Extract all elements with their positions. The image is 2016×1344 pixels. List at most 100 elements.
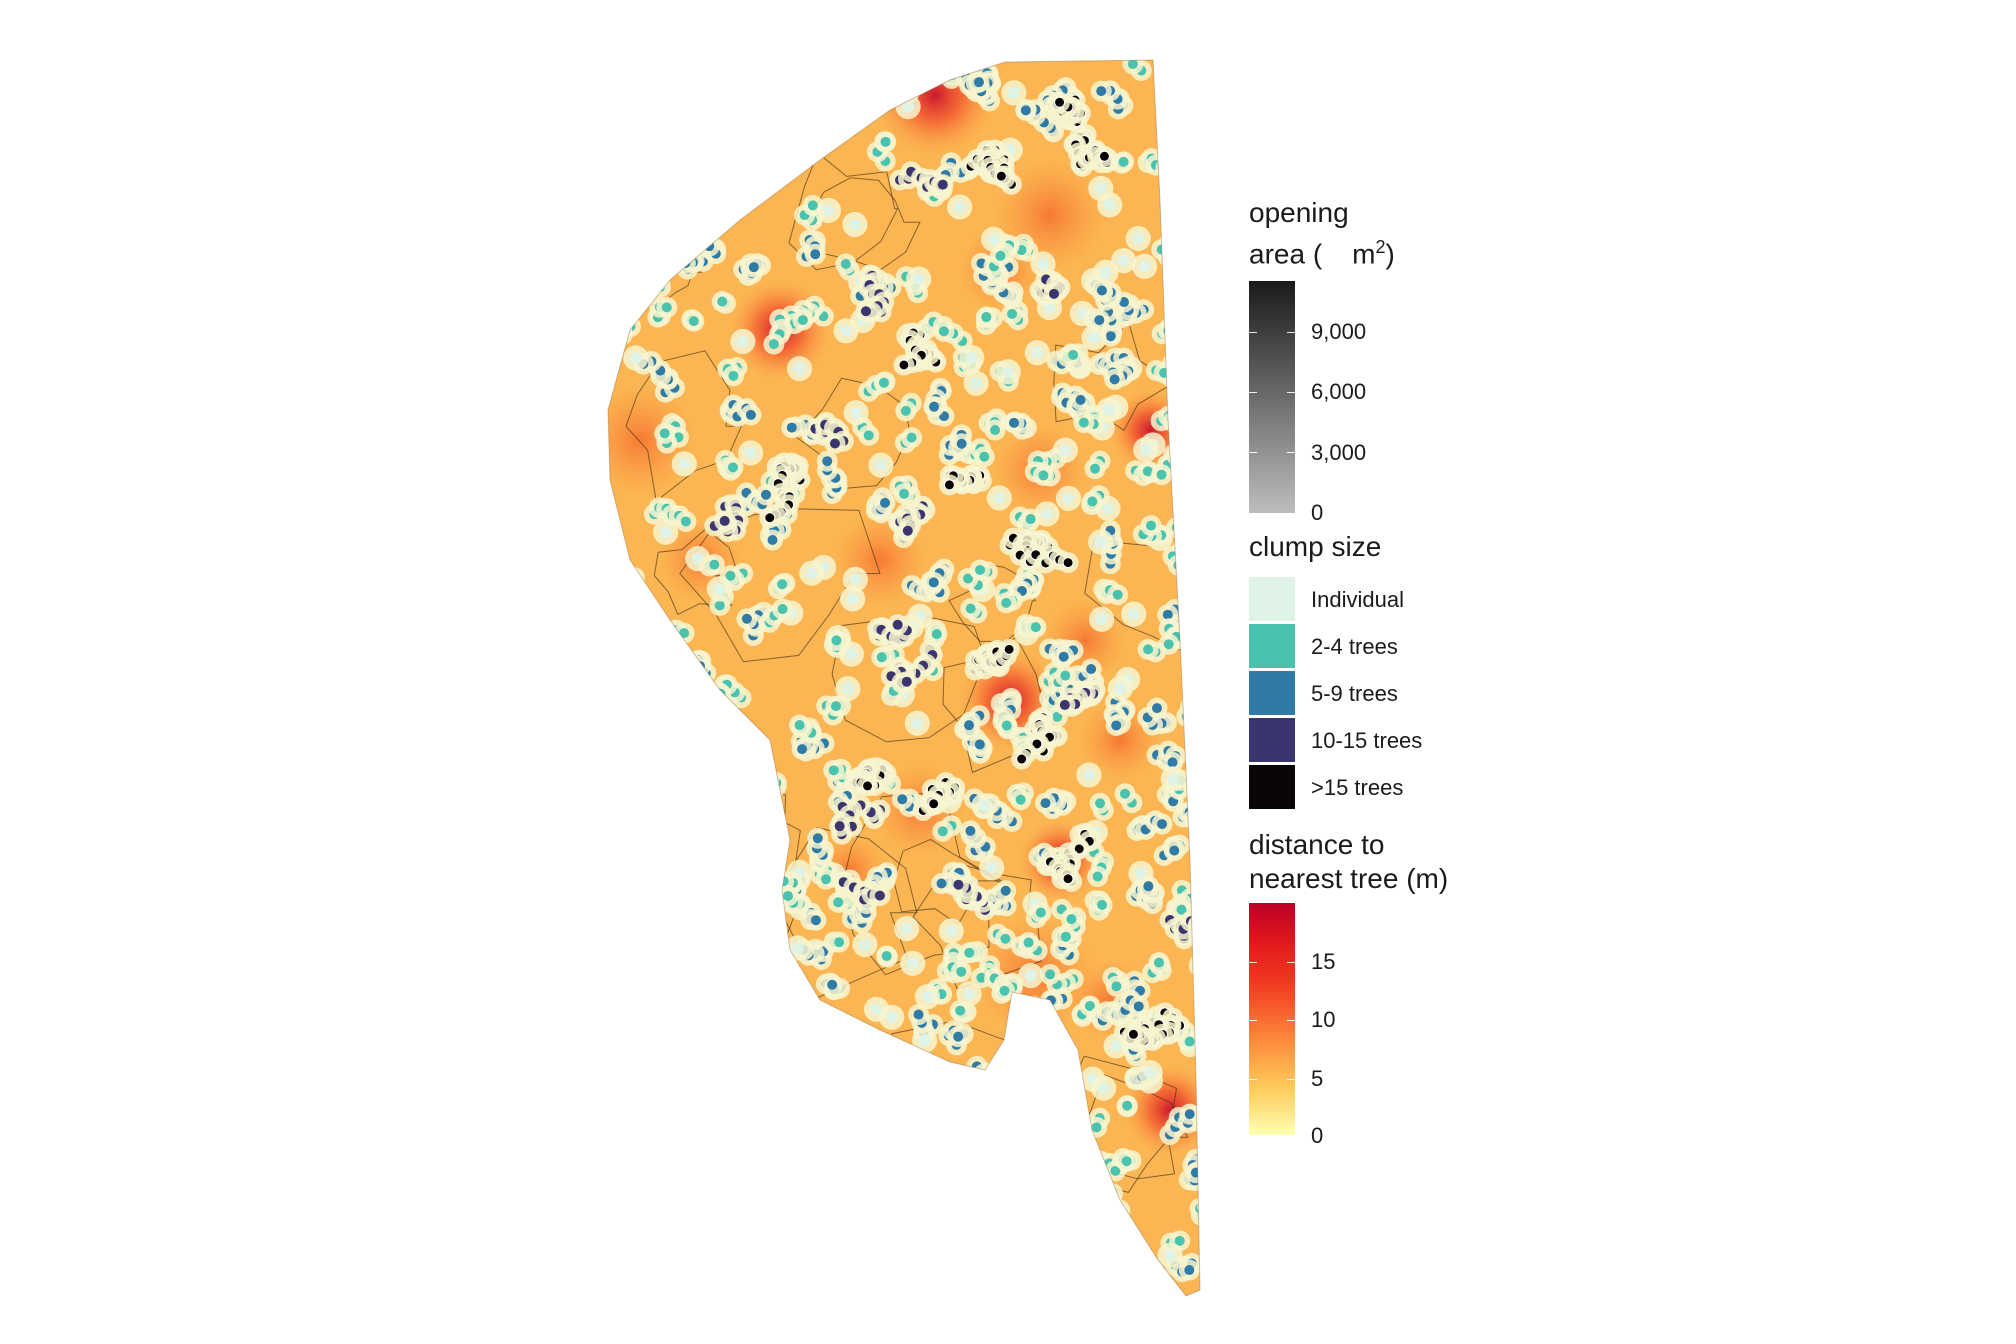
tree-crown-halo bbox=[1175, 520, 1197, 542]
tree-crown-halo bbox=[705, 733, 727, 755]
tree-point bbox=[1035, 1233, 1046, 1244]
tree-crown-halo bbox=[760, 944, 782, 966]
tree-point bbox=[1000, 885, 1011, 896]
tree-crown-halo bbox=[754, 940, 776, 962]
tree-point bbox=[877, 1188, 888, 1199]
tree-crown-halo bbox=[691, 704, 713, 726]
tree-point bbox=[659, 664, 670, 675]
tree-point bbox=[640, 708, 651, 719]
tree-point bbox=[784, 1117, 795, 1128]
opening-area-colorbar bbox=[1249, 281, 1295, 513]
tree-point bbox=[797, 1168, 808, 1179]
tree-point bbox=[615, 810, 626, 821]
tree-point bbox=[635, 759, 646, 770]
tree-crown-halo bbox=[683, 148, 705, 170]
tree-point bbox=[1127, 60, 1138, 69]
tree-point bbox=[678, 1253, 689, 1264]
tree-point bbox=[917, 1243, 928, 1254]
tree-point bbox=[730, 93, 741, 104]
tree-point bbox=[1170, 372, 1181, 383]
tree-crown-halo bbox=[683, 1004, 705, 1026]
tree-point bbox=[628, 594, 641, 607]
opening-outline bbox=[653, 528, 740, 616]
tree-crown-halo bbox=[802, 140, 824, 162]
tree-crown-halo bbox=[860, 1059, 882, 1081]
tree-point bbox=[1187, 452, 1198, 463]
tree-point bbox=[841, 682, 854, 695]
tree-crown-halo bbox=[1021, 1221, 1043, 1243]
tree-crown-halo bbox=[648, 269, 670, 291]
tree-crown-halo bbox=[854, 1043, 876, 1065]
tree-point bbox=[715, 743, 726, 754]
tree-crown-halo bbox=[650, 890, 672, 912]
tree-point bbox=[621, 889, 632, 900]
tree-point bbox=[700, 1137, 711, 1148]
tree-crown-halo bbox=[674, 232, 696, 254]
tree-point bbox=[1146, 520, 1157, 531]
tree-point bbox=[690, 224, 701, 235]
tree-point bbox=[681, 1018, 692, 1029]
tree-crown-halo bbox=[681, 1164, 703, 1186]
tree-point bbox=[847, 1262, 858, 1273]
tree-point bbox=[1183, 537, 1194, 548]
tree-point bbox=[797, 744, 808, 755]
tree-point bbox=[955, 1005, 966, 1016]
tree-crown-halo bbox=[614, 808, 636, 830]
tree-crown-halo bbox=[660, 192, 682, 214]
tree-crown-halo bbox=[902, 66, 924, 88]
tree-point bbox=[1056, 1271, 1067, 1282]
tree-point bbox=[1168, 305, 1179, 316]
tree-crown-halo bbox=[650, 663, 672, 685]
tree-point bbox=[690, 894, 703, 907]
tree-point bbox=[1202, 730, 1214, 742]
tree-point bbox=[689, 812, 700, 823]
tree-point bbox=[1023, 937, 1034, 948]
tree-point bbox=[631, 697, 642, 708]
tree-point bbox=[767, 91, 778, 102]
tree-crown-halo bbox=[860, 1210, 886, 1236]
tree-crown-halo bbox=[676, 1013, 698, 1035]
tree-crown-halo bbox=[1167, 554, 1189, 576]
tree-crown-halo bbox=[1182, 447, 1200, 469]
tree-crown-halo bbox=[895, 78, 921, 104]
tree-crown-halo bbox=[834, 1126, 856, 1148]
tree-point bbox=[1054, 96, 1066, 108]
tree-crown-halo bbox=[1192, 811, 1200, 833]
tree-point bbox=[1118, 297, 1129, 308]
tree-point bbox=[708, 747, 719, 758]
tree-point bbox=[805, 146, 816, 157]
tree-point bbox=[1162, 609, 1173, 620]
tree-point bbox=[1174, 296, 1185, 307]
tree-crown-halo bbox=[633, 1002, 659, 1028]
tree-point bbox=[1189, 427, 1200, 438]
tree-point bbox=[847, 1051, 858, 1062]
tree-crown-halo bbox=[654, 210, 676, 232]
tree-point bbox=[656, 730, 667, 741]
tree-point bbox=[901, 84, 914, 97]
tree-point bbox=[1095, 613, 1108, 626]
tree-point bbox=[909, 1131, 920, 1142]
tree-point bbox=[859, 82, 870, 93]
tree-crown-halo bbox=[689, 655, 711, 677]
tree-point bbox=[796, 1285, 807, 1296]
tree-point bbox=[1096, 1204, 1107, 1215]
tree-point bbox=[702, 1170, 713, 1181]
tree-point bbox=[788, 1173, 799, 1184]
tree-point bbox=[973, 1081, 984, 1092]
tree-point bbox=[666, 198, 677, 209]
tree-point bbox=[891, 1290, 902, 1296]
tree-point bbox=[1164, 238, 1175, 249]
tree-point bbox=[1089, 1164, 1100, 1175]
tree-crown-halo bbox=[856, 1073, 878, 1095]
tree-crown-halo bbox=[677, 1003, 699, 1025]
tree-point bbox=[1095, 798, 1106, 809]
tree-point bbox=[1048, 1125, 1059, 1136]
tree-point bbox=[1187, 445, 1198, 456]
tree-point bbox=[717, 1232, 728, 1243]
tree-point bbox=[1217, 410, 1227, 420]
clump-label-2-4: 2-4 trees bbox=[1311, 634, 1398, 659]
tree-crown-halo bbox=[659, 209, 681, 231]
tree-point bbox=[904, 1061, 917, 1074]
tree-crown-halo bbox=[870, 1206, 892, 1228]
tree-point bbox=[837, 1124, 848, 1135]
